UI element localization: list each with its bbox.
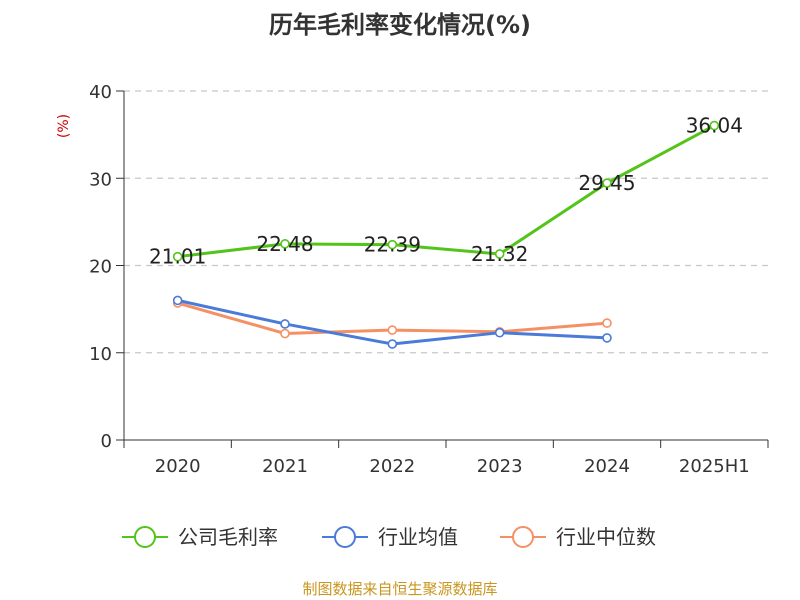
data-point [280, 239, 290, 249]
data-point [602, 333, 612, 343]
legend-label: 行业均值 [378, 525, 458, 549]
legend-item-industry-mean[interactable]: 行业均值 [322, 525, 458, 549]
data-point [387, 239, 398, 250]
legend[interactable]: 公司毛利率 行业均值 行业中位数 [122, 525, 656, 549]
data-point [494, 249, 505, 259]
legend-item-company-gross-margin[interactable]: 公司毛利率 [122, 525, 278, 549]
data-point [602, 318, 612, 328]
y-tick-label: 10 [89, 344, 112, 365]
data-label: 21.32 [471, 242, 528, 266]
x-tick-label: 2022 [369, 456, 415, 477]
legend-label: 公司毛利率 [178, 525, 278, 549]
series-industry-median [172, 298, 612, 339]
data-labels: 21.01 22.48 22.39 21.32 29.45 36.04 [149, 114, 743, 269]
x-axis-ticks: 2020 2021 2022 2023 2024 2025H1 [123, 440, 769, 477]
data-label: 22.48 [256, 232, 313, 256]
data-point [709, 120, 720, 131]
series-layer [172, 120, 720, 349]
data-point [280, 328, 290, 339]
y-tick-label: 40 [89, 82, 112, 103]
x-tick-label: 2025H1 [679, 456, 750, 477]
data-point [387, 339, 398, 349]
data-label: 21.01 [149, 245, 206, 269]
data-point [172, 295, 183, 306]
data-point [494, 327, 505, 338]
x-tick-label: 2024 [584, 456, 630, 477]
legend-marker [134, 526, 156, 548]
y-tick-label: 30 [89, 169, 112, 190]
legend-label: 行业中位数 [556, 525, 656, 549]
data-label: 29.45 [578, 171, 635, 195]
data-label: 36.04 [686, 114, 743, 138]
series-industry-mean [172, 295, 612, 349]
x-tick-label: 2021 [262, 456, 308, 477]
legend-marker [512, 526, 534, 548]
series-company-gross-margin [172, 120, 720, 262]
series-line [177, 124, 716, 259]
source-note: 制图数据来自恒生聚源数据库 [302, 580, 497, 598]
data-point [280, 319, 290, 329]
x-tick-label: 2020 [155, 456, 201, 477]
y-axis-ticks: 0 10 20 30 40 [89, 82, 124, 452]
y-tick-label: 20 [89, 257, 112, 278]
legend-marker [334, 526, 356, 548]
x-tick-label: 2023 [477, 456, 523, 477]
chart-title: 历年毛利率变化情况(%) [269, 11, 531, 39]
grid-lines [124, 90, 768, 354]
data-point [602, 178, 612, 188]
y-axis-unit-label: (%) [56, 114, 72, 138]
data-label: 22.39 [364, 233, 421, 257]
legend-item-industry-median[interactable]: 行业中位数 [500, 525, 656, 549]
data-point [172, 251, 183, 262]
data-point [387, 325, 398, 335]
y-tick-label: 0 [101, 431, 112, 452]
